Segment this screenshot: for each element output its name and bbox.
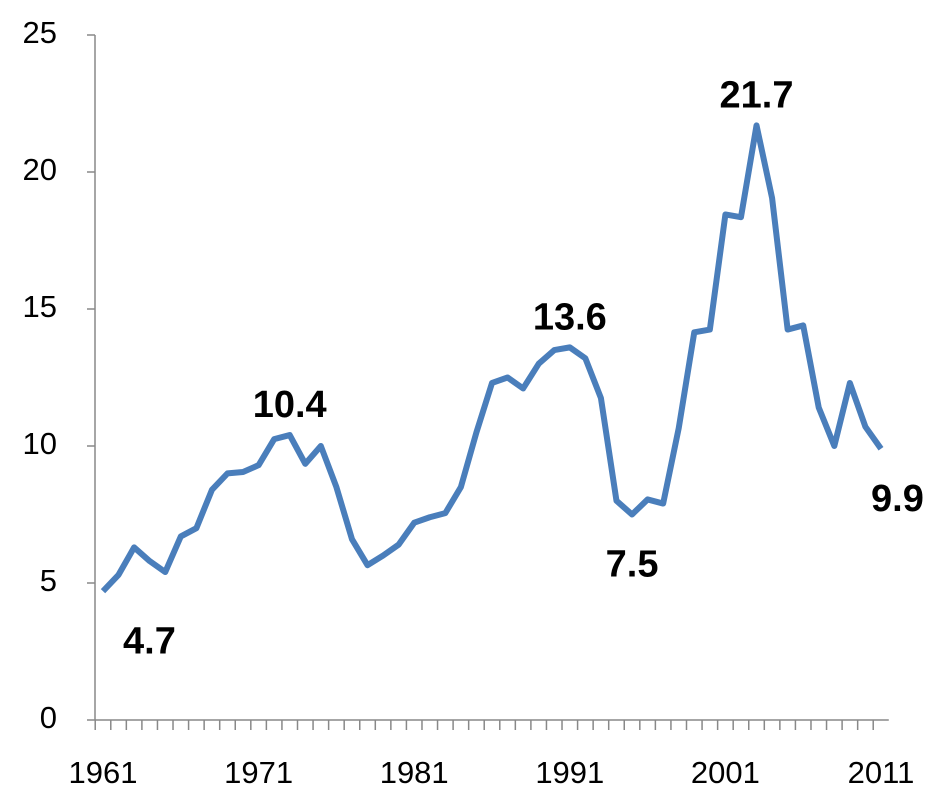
y-tick-label: 0: [40, 700, 57, 735]
data-label: 7.5: [606, 544, 659, 586]
y-tick-label: 20: [23, 152, 57, 187]
y-tick-label: 15: [23, 289, 57, 324]
x-tick-label: 1981: [380, 755, 449, 790]
x-tick-label: 1961: [69, 755, 138, 790]
data-label: 13.6: [533, 296, 607, 338]
x-tick-label: 1971: [224, 755, 293, 790]
y-tick-label: 10: [23, 426, 57, 461]
data-label: 9.9: [871, 478, 924, 520]
data-label: 10.4: [253, 384, 327, 426]
data-label: 4.7: [123, 620, 176, 662]
x-tick-label: 2001: [691, 755, 760, 790]
y-tick-label: 5: [40, 563, 57, 598]
y-tick-label: 25: [23, 15, 57, 50]
data-label: 21.7: [720, 74, 794, 116]
x-tick-label: 2011: [848, 755, 915, 790]
line: [100, 122, 884, 594]
x-tick-label: 1991: [535, 755, 604, 790]
